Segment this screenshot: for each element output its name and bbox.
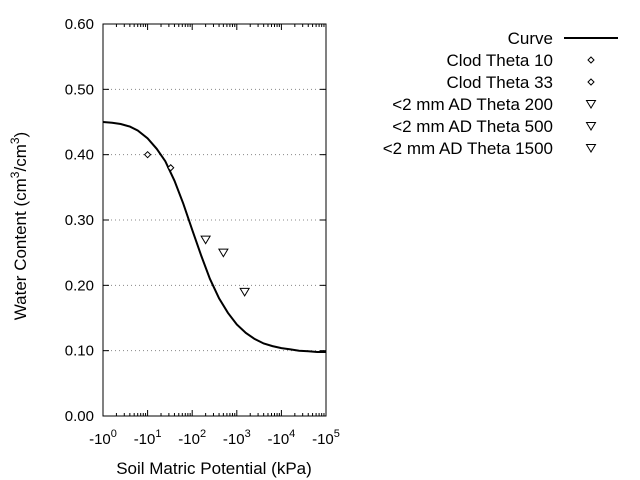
x-tick-label-4: -104	[267, 428, 295, 448]
curve-line	[102, 121, 326, 353]
data-point-2-0	[200, 235, 212, 245]
x-tick-label-0: -100	[89, 428, 117, 448]
gridlines	[103, 88, 326, 352]
x-axis: -100 -101 -102 -103 -104 -105	[89, 24, 340, 448]
data-point-1-0	[167, 164, 175, 172]
legend-label-4: <2 mm AD Theta 500	[392, 117, 553, 136]
data-point-0-0	[143, 150, 152, 159]
y-tick-label-3: 0.30	[65, 212, 94, 229]
legend-swatch-4	[585, 122, 597, 131]
x-tick-label-2: -102	[178, 428, 206, 448]
legend-label-0: Curve	[508, 29, 553, 48]
y-axis-label-prefix: Water Content (cm	[11, 178, 30, 320]
legend-label-1: Clod Theta 10	[447, 51, 553, 70]
x-tick-label-5: -105	[312, 428, 340, 448]
x-tick-label-3: -103	[223, 428, 251, 448]
legend-swatch-2	[587, 78, 595, 86]
y-tick-label-2: 0.20	[65, 277, 94, 294]
legend-label-5: <2 mm AD Theta 1500	[383, 139, 553, 158]
y-axis-label-mid: /cm	[11, 144, 30, 171]
legend: Curve Clod Theta 10 Clod Theta 33 <2 mm AD …	[383, 29, 618, 158]
y-axis-label-sup2: 3	[8, 137, 22, 144]
legend-label-2: Clod Theta 33	[447, 73, 553, 92]
y-axis-label: Water Content (cm3/cm3)	[8, 132, 30, 320]
x-axis-label: Soil Matric Potential (kPa)	[116, 459, 312, 478]
y-axis: 0.00 0.10 0.20 0.30 0.40 0.50 0.60	[65, 16, 326, 425]
y-tick-label-1: 0.10	[65, 343, 94, 360]
y-tick-label-5: 0.50	[65, 81, 94, 98]
legend-label-3: <2 mm AD Theta 200	[392, 95, 553, 114]
data-markers	[143, 150, 251, 297]
legend-swatch-1	[587, 56, 595, 64]
x-tick-label-1: -101	[134, 428, 162, 448]
y-axis-label-sup1: 3	[8, 171, 22, 178]
plot-area-frame	[102, 23, 327, 417]
data-point-3-0	[217, 248, 229, 258]
y-tick-label-0: 0.00	[65, 408, 94, 425]
y-tick-label-4: 0.40	[65, 147, 94, 164]
y-tick-label-6: 0.60	[65, 16, 94, 33]
y-axis-label-suffix: )	[11, 132, 30, 138]
legend-swatch-5	[585, 144, 597, 153]
data-point-4-0	[239, 287, 251, 297]
legend-swatch-3	[585, 100, 597, 109]
